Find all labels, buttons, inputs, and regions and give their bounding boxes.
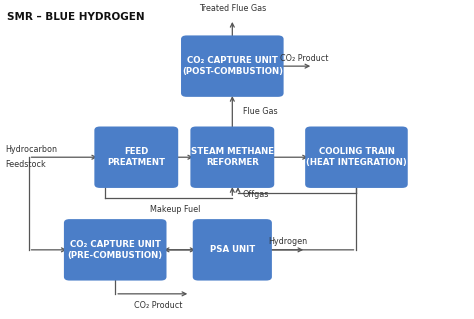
- Text: FEED
PREATMENT: FEED PREATMENT: [107, 147, 165, 167]
- FancyBboxPatch shape: [181, 35, 283, 97]
- Text: CO₂ Product: CO₂ Product: [134, 300, 182, 310]
- Text: CO₂ CAPTURE UNIT
(POST-COMBUSTION): CO₂ CAPTURE UNIT (POST-COMBUSTION): [182, 56, 283, 76]
- Text: STEAM METHANE
REFORMER: STEAM METHANE REFORMER: [191, 147, 274, 167]
- Text: PSA UNIT: PSA UNIT: [210, 245, 255, 254]
- Text: Hydrogen: Hydrogen: [269, 237, 308, 246]
- FancyBboxPatch shape: [193, 219, 272, 281]
- Text: SMR – BLUE HYDROGEN: SMR – BLUE HYDROGEN: [8, 12, 145, 22]
- Text: CO₂ Product: CO₂ Product: [280, 54, 328, 63]
- Text: Treated Flue Gas: Treated Flue Gas: [199, 4, 266, 13]
- Text: Feedstock: Feedstock: [5, 160, 46, 169]
- Text: CO₂ CAPTURE UNIT
(PRE-COMBUSTION): CO₂ CAPTURE UNIT (PRE-COMBUSTION): [68, 240, 163, 260]
- FancyBboxPatch shape: [64, 219, 166, 281]
- FancyBboxPatch shape: [305, 127, 408, 188]
- Text: Flue Gas: Flue Gas: [243, 107, 277, 116]
- Text: COOLING TRAIN
(HEAT INTEGRATION): COOLING TRAIN (HEAT INTEGRATION): [306, 147, 407, 167]
- FancyBboxPatch shape: [191, 127, 274, 188]
- Text: Makeup Fuel: Makeup Fuel: [150, 205, 200, 214]
- FancyBboxPatch shape: [94, 127, 178, 188]
- Text: Hydrocarbon: Hydrocarbon: [5, 145, 57, 154]
- Text: Offgas: Offgas: [243, 190, 269, 199]
